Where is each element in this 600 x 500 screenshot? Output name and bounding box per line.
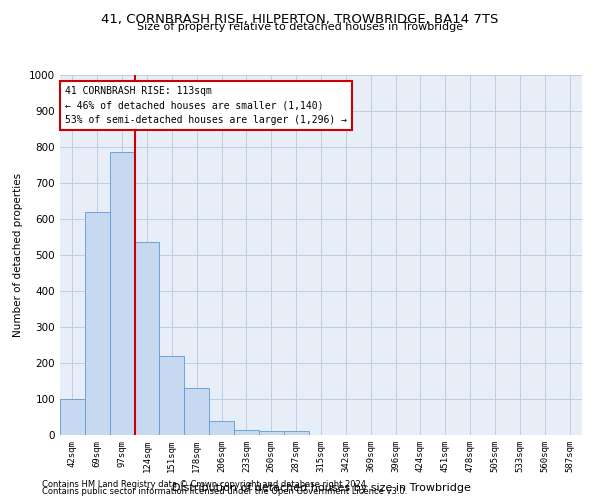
Bar bbox=[110, 152, 134, 435]
Bar bbox=[60, 399, 85, 435]
Text: Size of property relative to detached houses in Trowbridge: Size of property relative to detached ho… bbox=[137, 22, 463, 32]
Bar bbox=[234, 430, 259, 435]
Text: Contains public sector information licensed under the Open Government Licence v3: Contains public sector information licen… bbox=[42, 487, 407, 496]
Bar bbox=[134, 242, 160, 435]
Bar bbox=[184, 388, 209, 435]
Text: 41 CORNBRASH RISE: 113sqm
← 46% of detached houses are smaller (1,140)
53% of se: 41 CORNBRASH RISE: 113sqm ← 46% of detac… bbox=[65, 86, 347, 126]
Bar bbox=[160, 356, 184, 435]
X-axis label: Distribution of detached houses by size in Trowbridge: Distribution of detached houses by size … bbox=[172, 483, 470, 493]
Bar bbox=[209, 420, 234, 435]
Bar bbox=[85, 212, 110, 435]
Text: Contains HM Land Registry data © Crown copyright and database right 2024.: Contains HM Land Registry data © Crown c… bbox=[42, 480, 368, 489]
Y-axis label: Number of detached properties: Number of detached properties bbox=[13, 173, 23, 337]
Bar bbox=[284, 432, 308, 435]
Text: 41, CORNBRASH RISE, HILPERTON, TROWBRIDGE, BA14 7TS: 41, CORNBRASH RISE, HILPERTON, TROWBRIDG… bbox=[101, 12, 499, 26]
Bar bbox=[259, 432, 284, 435]
